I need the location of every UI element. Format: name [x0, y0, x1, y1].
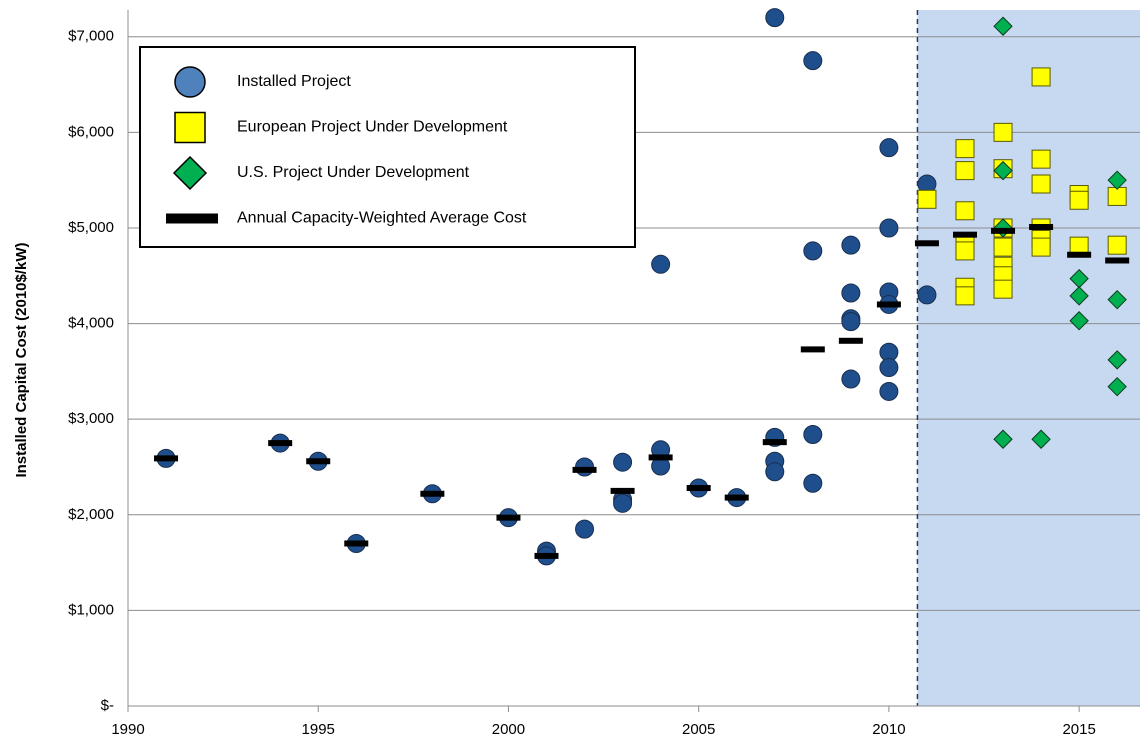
- point: [879, 358, 899, 378]
- legend-label: Annual Capacity-Weighted Average Cost: [237, 210, 527, 227]
- average-mark: [572, 466, 597, 473]
- y-tick-label: $2,000: [68, 506, 114, 523]
- point: [841, 312, 861, 332]
- average-mark: [306, 458, 331, 465]
- legend-label: Installed Project: [237, 73, 351, 90]
- point: [879, 218, 899, 238]
- point: [993, 237, 1013, 257]
- x-tick-label: 1990: [111, 721, 144, 738]
- average-mark: [344, 540, 369, 547]
- average-mark: [154, 455, 179, 462]
- average-mark: [991, 227, 1016, 234]
- point: [1069, 311, 1089, 331]
- legend-label: U.S. Project Under Development: [237, 164, 470, 181]
- point: [1031, 237, 1051, 257]
- point: [803, 51, 823, 71]
- point: [765, 8, 785, 28]
- average-mark: [762, 439, 787, 446]
- point: [879, 381, 899, 401]
- point: [651, 254, 671, 274]
- y-tick-label: $4,000: [68, 315, 114, 332]
- y-tick-label: $6,000: [68, 123, 114, 140]
- average-mark: [800, 346, 825, 353]
- average-mark: [876, 301, 901, 308]
- point: [1107, 235, 1127, 255]
- point: [993, 279, 1013, 299]
- average-mark: [914, 240, 939, 247]
- average-mark: [648, 454, 673, 461]
- y-axis-label: Installed Capital Cost (2010$/kW): [13, 242, 30, 477]
- point: [993, 16, 1013, 36]
- y-tick-label: $-: [101, 697, 114, 714]
- y-tick-label: $1,000: [68, 601, 114, 618]
- point: [993, 160, 1013, 181]
- x-tick-label: 2015: [1062, 721, 1095, 738]
- point: [841, 369, 861, 389]
- point: [575, 519, 595, 539]
- average-mark: [1105, 257, 1130, 264]
- point: [1069, 286, 1089, 306]
- x-tick-label: 2010: [872, 721, 905, 738]
- point: [955, 139, 975, 159]
- x-tick-label: 2005: [682, 721, 715, 738]
- forecast-region: [917, 10, 1140, 706]
- point: [803, 241, 823, 261]
- point: [841, 283, 861, 303]
- point: [917, 285, 937, 305]
- point: [803, 424, 823, 444]
- point: [955, 286, 975, 306]
- point: [1069, 190, 1089, 210]
- average-mark: [838, 337, 863, 344]
- point: [917, 189, 937, 209]
- legend-marker: [174, 66, 206, 98]
- average-mark: [1067, 251, 1092, 258]
- average-mark: [420, 490, 445, 497]
- point: [1107, 186, 1127, 206]
- point: [613, 493, 633, 513]
- point: [1031, 149, 1051, 169]
- average-mark: [610, 487, 635, 494]
- point: [613, 452, 633, 472]
- point: [1031, 429, 1051, 449]
- x-tick-label: 1995: [302, 721, 335, 738]
- y-tick-label: $5,000: [68, 219, 114, 236]
- point: [1031, 67, 1051, 87]
- average-mark: [496, 514, 521, 521]
- legend-marker: [174, 111, 206, 144]
- x-tick-label: 2000: [492, 721, 525, 738]
- legend-marker: [166, 213, 218, 224]
- average-mark: [534, 552, 559, 559]
- average-mark: [1029, 224, 1054, 231]
- legend-label: European Project Under Development: [237, 119, 508, 136]
- point: [765, 462, 785, 482]
- point: [955, 241, 975, 261]
- point: [955, 161, 975, 181]
- point: [1107, 289, 1127, 310]
- average-mark: [686, 485, 711, 492]
- legend-marker: [172, 155, 208, 191]
- point: [993, 429, 1013, 449]
- point: [955, 201, 975, 221]
- legend-box: [139, 46, 636, 248]
- average-mark: [268, 440, 293, 447]
- y-tick-label: $7,000: [68, 28, 114, 45]
- point: [803, 473, 823, 493]
- point: [993, 122, 1013, 142]
- point: [879, 138, 899, 158]
- point: [1107, 170, 1127, 190]
- y-tick-label: $3,000: [68, 410, 114, 427]
- average-mark: [724, 494, 749, 501]
- point: [1031, 174, 1051, 194]
- point: [1107, 350, 1127, 370]
- point: [841, 235, 861, 255]
- point: [1107, 376, 1127, 397]
- average-mark: [952, 231, 977, 238]
